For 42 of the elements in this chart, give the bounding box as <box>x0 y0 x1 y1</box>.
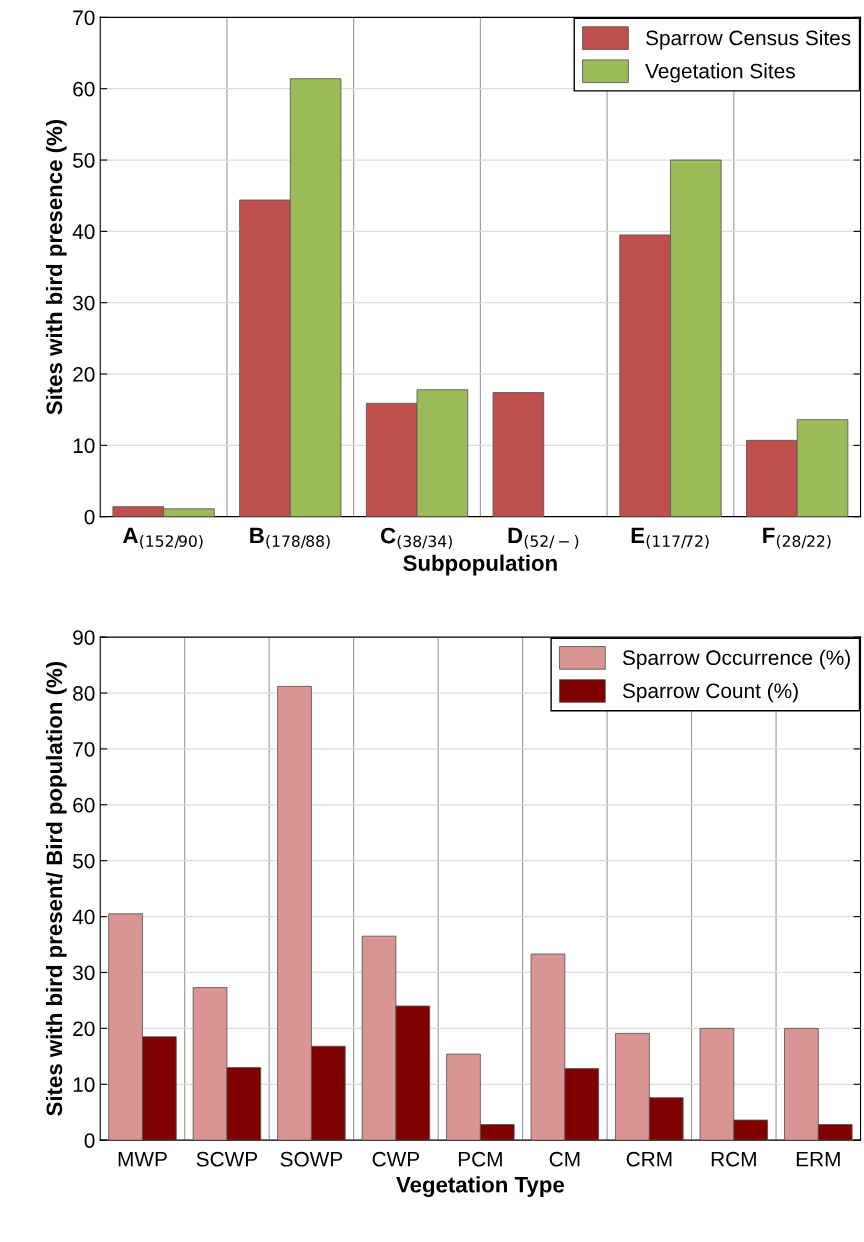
x-tick-label: B$_{(178/88)}$ <box>250 527 330 549</box>
x-tick-label: SOWP <box>280 1151 343 1167</box>
y-axis-title: Sites with bird presence (%) <box>45 119 67 415</box>
legend-label: Sparrow Count (%) <box>622 682 798 703</box>
y-tick-label: 70 <box>73 10 95 26</box>
y-tick-label: 50 <box>73 153 95 168</box>
y-tick-label: 60 <box>73 81 95 97</box>
x-tick-label: D$_{(52/−)}$ <box>508 527 579 549</box>
y-axis-title: Sites with bird present/ Bird population (%) <box>45 661 67 1116</box>
x-tick-label: PCM <box>458 1151 502 1167</box>
y-tick-label: 80 <box>73 686 95 701</box>
x-tick-label: CRM <box>626 1151 672 1167</box>
y-tick-label: 20 <box>73 1021 95 1037</box>
y-tick-label: 60 <box>73 797 95 813</box>
legend-label: Sparrow Occurrence (%) <box>622 649 850 670</box>
y-tick-label: 10 <box>73 438 95 454</box>
x-tick-label: SCWP <box>196 1151 258 1167</box>
x-tick-label: E$_{(117/72)}$ <box>631 527 709 549</box>
y-tick-label: 70 <box>73 741 95 757</box>
y-tick-label: 20 <box>73 367 95 382</box>
y-tick-label: 30 <box>72 965 95 981</box>
y-tick-label: 0 <box>84 509 95 525</box>
y-tick-label: 10 <box>73 1077 95 1093</box>
y-tick-label: 40 <box>72 909 95 925</box>
x-axis-title: Subpopulation <box>403 554 557 576</box>
y-tick-label: 50 <box>73 853 95 869</box>
x-tick-label: MWP <box>118 1152 167 1167</box>
x-tick-label: F$_{(28/22)}$ <box>763 527 831 549</box>
y-tick-label: 90 <box>73 630 95 645</box>
x-tick-label: C$_{(38/34)}$ <box>380 527 452 549</box>
x-tick-label: RCM <box>711 1151 756 1167</box>
y-tick-label: 40 <box>72 224 95 240</box>
x-axis-title: Vegetation Type <box>396 1176 565 1198</box>
y-tick-label: 0 <box>84 1133 95 1148</box>
x-tick-label: ERM <box>796 1152 840 1167</box>
legend-label: Sparrow Census Sites <box>646 30 851 50</box>
x-tick-label: A$_{(152/90)}$ <box>123 527 203 549</box>
legend-label: Vegetation Sites <box>645 63 795 83</box>
x-tick-label: CWP <box>372 1151 420 1167</box>
y-tick-label: 30 <box>72 295 95 311</box>
x-tick-label: CM <box>549 1151 580 1167</box>
bar <box>492 392 545 517</box>
